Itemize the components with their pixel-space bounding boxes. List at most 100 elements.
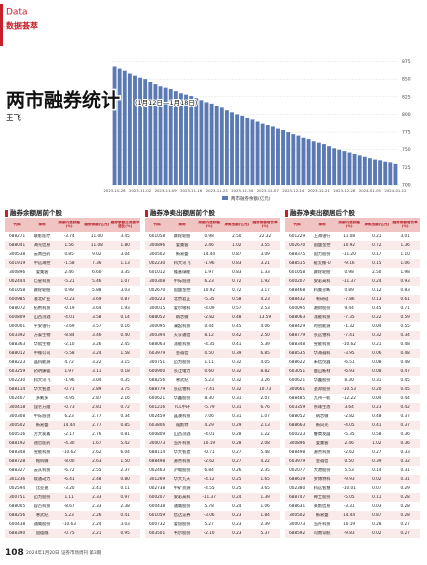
table-cell: 3.57 <box>92 324 102 329</box>
bar <box>133 75 137 185</box>
table-cell: 金诚信 <box>175 351 189 356</box>
table-cell: 新易盛 <box>35 423 49 428</box>
table-cell: 601059 <box>149 513 166 518</box>
table-row: 688005 容百科技 -8.67 2.33 2.38 <box>5 502 140 511</box>
table-cell: 8.82 <box>260 369 270 374</box>
bar <box>194 98 199 185</box>
table-cell: 11.08 <box>343 234 356 239</box>
table-cell: 科远智慧 <box>313 486 331 491</box>
table-cell: 3.22 <box>92 360 102 365</box>
table-cell: -0.75 <box>63 531 75 536</box>
table-cell: 0.37 <box>400 423 410 428</box>
table-cell: 0.20 <box>372 387 382 392</box>
table-row: 688592 司南导航 -9.83 0.02 0.27 <box>285 529 420 538</box>
article-title: 两市融券统计 <box>6 89 120 112</box>
table-cell: 603392 <box>9 333 26 338</box>
table-cell: 0.31 <box>400 477 410 482</box>
table-cell: 688052 <box>149 315 166 320</box>
table-cell: 韦尔股份 <box>173 531 191 536</box>
table-cell: 中矿资源 <box>173 486 191 491</box>
bar <box>255 121 260 185</box>
table-cell: 0.28 <box>232 441 242 446</box>
table-row: 603392 万泰生物 -8.84 3.46 0.40 <box>5 331 140 340</box>
table-cell: 002463 <box>149 468 166 473</box>
table-cell: 2.24 <box>92 522 102 527</box>
table-row: 688363 华熙生物 -2.10 3.26 2.45 <box>5 340 140 349</box>
table-cell: 大港股份 <box>313 468 331 473</box>
table-cell: 3.11 <box>92 369 102 374</box>
x-tick-label: 2023-11-09 <box>155 188 178 193</box>
table-cell: 2.50 <box>372 270 382 275</box>
table-cell: 新易盛 <box>175 252 189 257</box>
table-cell: 0.32 <box>232 378 242 383</box>
table-cell: 600095 <box>289 306 306 311</box>
table-cell: -3.69 <box>63 324 75 329</box>
table-cell: 0.21 <box>372 234 382 239</box>
table-cell: 派能科技 <box>313 315 331 320</box>
table-cell: 0.23 <box>372 405 382 410</box>
table-row: 600223 鲁商发展 -5.35 0.58 0.36 <box>285 430 420 439</box>
table-cell: 2.26 <box>92 513 102 518</box>
table-cell: 软通动力 <box>33 477 51 482</box>
table-row: 688429 时创能源 -1.32 0.04 0.55 <box>285 322 420 331</box>
table-cell: 0.45 <box>400 387 410 392</box>
table-row: 300538 云南白药 0.85 9.02 3.04 <box>5 250 140 259</box>
column-header: 简称 <box>178 223 186 227</box>
table-cell: 5.23 <box>64 513 74 518</box>
column-header: 净卖出额(亿元) <box>224 223 250 227</box>
legend-swatch <box>222 196 228 200</box>
table-cell: 601216 <box>149 405 166 410</box>
table-cell: 1.10 <box>400 252 410 257</box>
section-bar <box>0 4 3 46</box>
table-cell: 0.87 <box>120 297 130 302</box>
table-cell: 2.46 <box>344 441 354 446</box>
table-row: 002380 科远智慧 -10.01 0.07 0.29 <box>285 484 420 493</box>
table-cell: 1.92 <box>260 279 270 284</box>
bar <box>230 112 234 185</box>
table-cell: 淮北矿业 <box>33 297 51 302</box>
table-title-text: 融券余额居前个股 <box>10 208 62 217</box>
x-tick-label: 2023-10-26 <box>104 188 127 193</box>
table-cell: 2.21 <box>92 531 102 536</box>
table-cell: 0.22 <box>372 315 382 320</box>
table-cell: 6.76 <box>260 405 270 410</box>
table-row: 688052 纳芯微 -2.82 0.48 13.59 <box>145 313 280 322</box>
table-row: 688223 晶科能源 4.72 3.22 3.15 <box>5 358 140 367</box>
legend-label: 两市融券余额(亿元) <box>231 195 271 202</box>
table-cell: 比亚迪 <box>35 486 49 491</box>
table-cell: 2.62 <box>92 450 102 455</box>
table-cell: 688052 <box>289 414 306 419</box>
table-cell: -3.31 <box>343 504 355 509</box>
table-cell: 11.00 <box>90 234 103 239</box>
table-row: 688114 华大智造 -0.71 2.89 3.75 <box>5 385 140 394</box>
table-cell: 寒武纪 <box>35 513 49 518</box>
table-cell: -4.12 <box>203 477 215 482</box>
table-cell: 沪电股份 <box>173 468 191 473</box>
table-cell: 601058 <box>149 234 166 239</box>
bar <box>316 142 321 185</box>
table-cell: 0.04 <box>372 396 382 401</box>
table-cell: 600732 <box>149 522 166 527</box>
table-cell: 0.08 <box>372 369 382 374</box>
column-header: 周期内涨跌幅(%) <box>198 221 220 228</box>
table-cell: 华大智造 <box>173 450 191 455</box>
table-cell: 0.42 <box>400 405 410 410</box>
table-cell: 14.44 <box>343 513 356 518</box>
bar <box>286 132 291 185</box>
table-cell: 002380 <box>289 486 306 491</box>
header-row: 代码 简称 周期内涨跌幅(%) 净卖出额(亿元) 融券余额增长率(%) <box>285 218 420 232</box>
x-tick-label: 2023-11-23 <box>206 188 229 193</box>
table-cell: 派能科技 <box>173 342 191 347</box>
table-cell: 0.27 <box>232 459 242 464</box>
table-cell: 2.63 <box>92 459 102 464</box>
table-cell: 长江电力 <box>173 369 191 374</box>
y-tick-label: 850 <box>402 77 411 83</box>
table-row: 688535 华海诚科 -3.95 0.06 0.48 <box>285 349 420 358</box>
table-row: 688063 派能科技 -4.35 0.41 5.39 <box>145 340 280 349</box>
table-cell: -4.95 <box>63 396 75 401</box>
table-row: 688390 固德威 -0.75 2.21 0.95 <box>5 529 140 538</box>
table-cell: 4.22 <box>260 459 270 464</box>
table-row: 688327 云从科技 -6.72 2.55 2.37 <box>5 466 140 475</box>
table-cell: 688663 <box>289 423 306 428</box>
